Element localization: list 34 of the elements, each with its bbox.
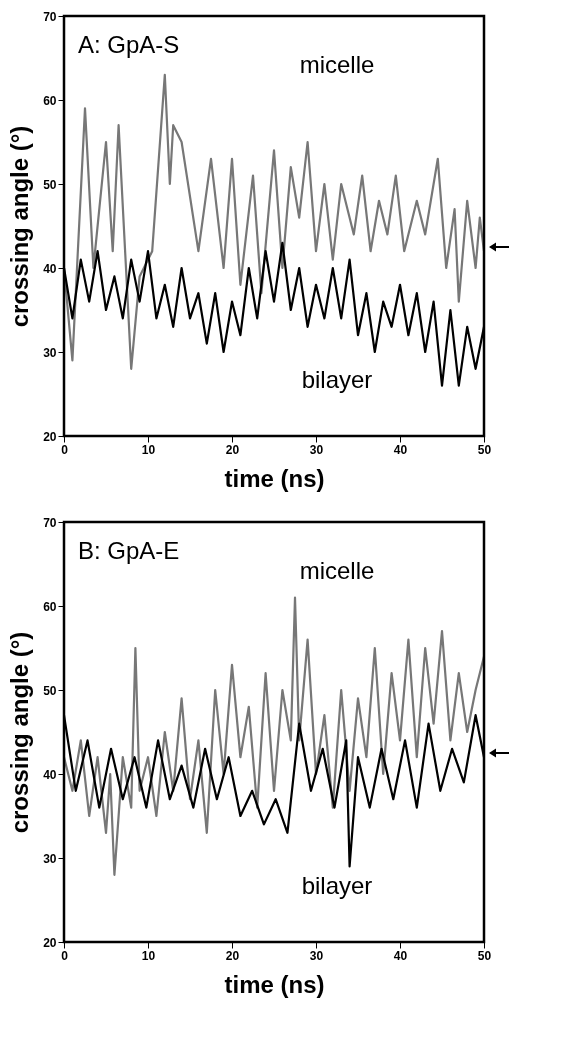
x-tick-label: 40 — [393, 948, 408, 963]
y-axis-title: crossing angle (°) — [6, 125, 34, 328]
y-tick-label: 40 — [43, 767, 57, 782]
x-tick-label: 10 — [141, 948, 156, 963]
x-axis-title: time (ns) — [224, 464, 325, 492]
y-tick-label: 20 — [43, 935, 57, 950]
x-tick-label: 20 — [225, 442, 240, 457]
x-tick-label: 10 — [141, 442, 156, 457]
x-tick-label: 0 — [61, 442, 69, 457]
x-tick-label: 0 — [61, 948, 69, 963]
x-tick-label: 40 — [393, 442, 408, 457]
y-tick-label: 20 — [43, 429, 57, 444]
x-tick-label: 20 — [225, 948, 240, 963]
y-tick-label: 30 — [43, 851, 57, 866]
x-tick-label: 30 — [309, 948, 324, 963]
y-tick-label: 60 — [43, 599, 57, 614]
series-label: bilayer — [301, 366, 373, 394]
y-tick-label: 70 — [43, 9, 57, 24]
y-tick-label: 50 — [43, 683, 57, 698]
text: micelle — [299, 51, 375, 79]
series-label: bilayer — [301, 872, 373, 900]
y-tick-label: 60 — [43, 93, 57, 108]
text: A: GpA-S — [78, 31, 180, 58]
y-tick-label: 50 — [43, 177, 57, 192]
text: B: GpA-E — [78, 537, 180, 564]
series-label: micelle — [299, 557, 375, 585]
x-axis-title: time (ns) — [224, 970, 325, 998]
y-tick-label: 70 — [43, 515, 57, 530]
y-tick-label: 40 — [43, 261, 57, 276]
x-tick-label: 50 — [477, 948, 492, 963]
y-axis-title: crossing angle (°) — [6, 631, 34, 834]
y-tick-label: 30 — [43, 345, 57, 360]
x-tick-label: 30 — [309, 442, 324, 457]
x-tick-label: 50 — [477, 442, 492, 457]
